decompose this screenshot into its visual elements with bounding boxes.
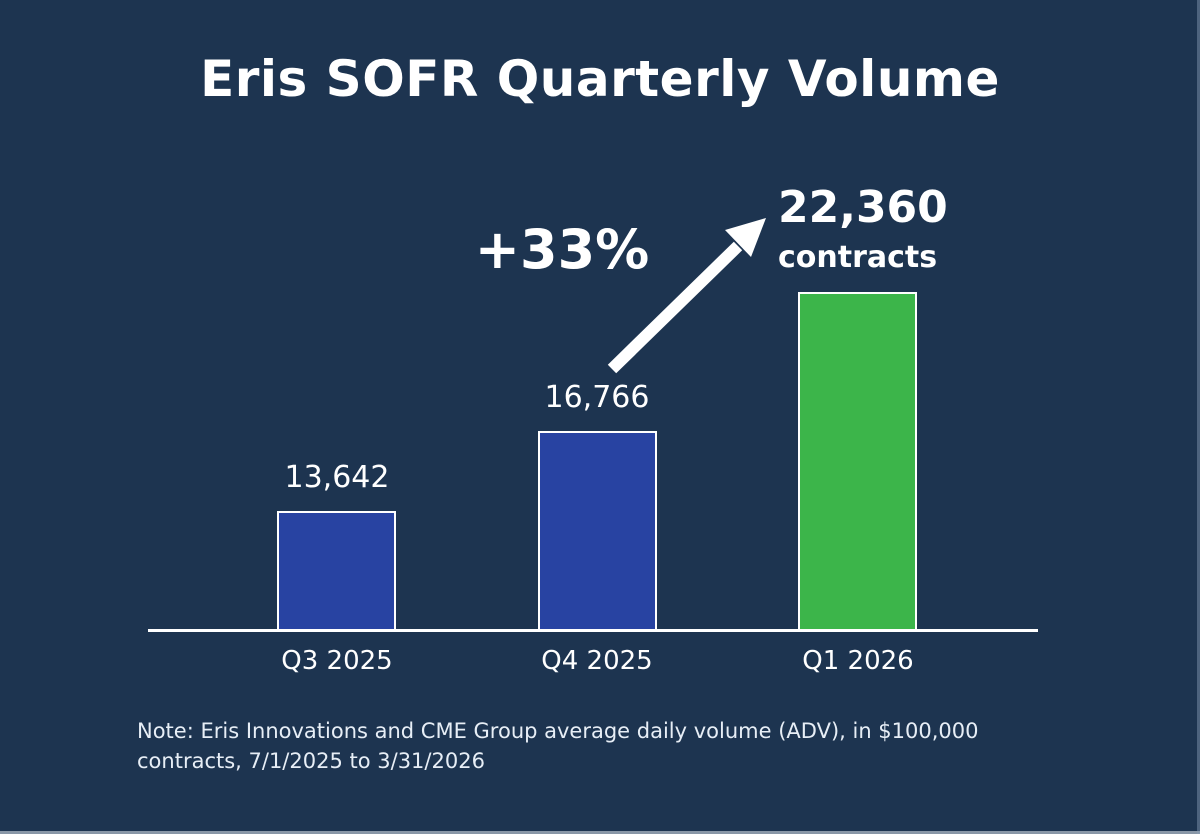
chart-footnote: Note: Eris Innovations and CME Group ave… (137, 716, 1077, 777)
footnote-line-1: Note: Eris Innovations and CME Group ave… (137, 719, 979, 743)
image-right-edge (1197, 0, 1200, 834)
image-bottom-edge (0, 831, 1200, 834)
growth-percentage-label: +33% (474, 218, 650, 281)
peak-value-text: 22,360 (778, 182, 948, 233)
category-label-q1-2026: Q1 2026 (802, 646, 914, 676)
x-axis-line (148, 629, 1038, 632)
bar-q3-2025 (277, 511, 396, 631)
growth-arrow-icon (607, 218, 766, 374)
category-label-q4-2025: Q4 2025 (541, 646, 653, 676)
bar-q1-2026 (798, 292, 917, 631)
category-label-q3-2025: Q3 2025 (281, 646, 393, 676)
peak-value-callout: 22,360 contracts (778, 186, 998, 273)
bar-value-q4-2025: 16,766 (544, 380, 650, 415)
footnote-line-2: contracts, 7/1/2025 to 3/31/2026 (137, 749, 485, 774)
bar-value-q3-2025: 13,642 (284, 460, 390, 495)
bar-q4-2025 (538, 431, 657, 631)
chart-title: Eris SOFR Quarterly Volume (200, 50, 1000, 108)
peak-unit-text: contracts (778, 240, 938, 275)
